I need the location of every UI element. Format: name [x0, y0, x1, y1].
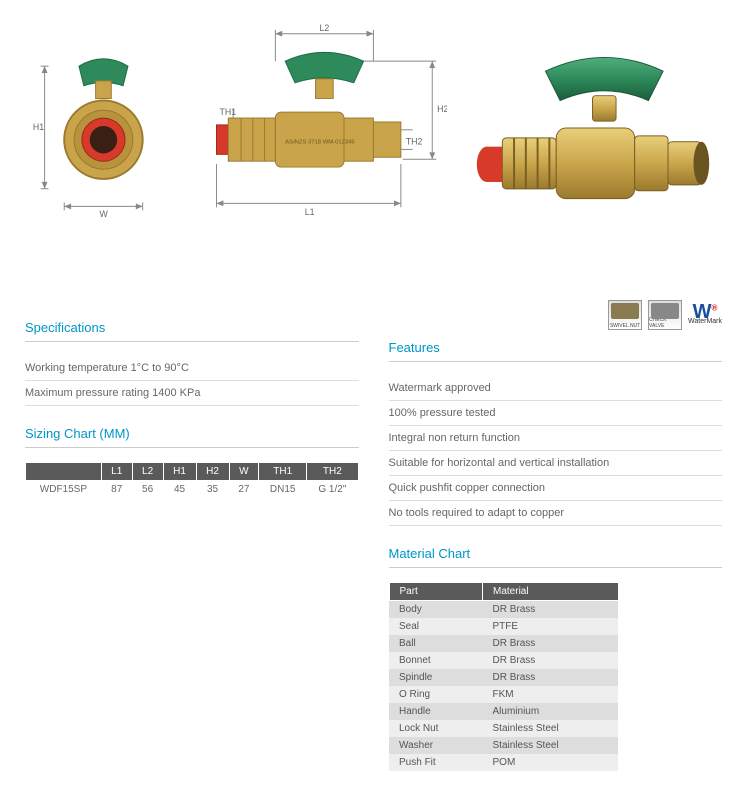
material-header: Material — [483, 583, 618, 601]
sizing-cell: 45 — [163, 481, 196, 499]
feature-line: Suitable for horizontal and vertical ins… — [389, 451, 723, 476]
feature-line: Watermark approved — [389, 376, 723, 401]
diagram-render — [467, 40, 722, 220]
material-cell: Handle — [389, 703, 483, 720]
svg-text:AS/NZS 3718 WM-012345: AS/NZS 3718 WM-012345 — [285, 140, 355, 146]
material-cell: Body — [389, 601, 483, 619]
table-row: SpindleDR Brass — [389, 669, 618, 686]
material-cell: PTFE — [483, 618, 618, 635]
material-cell: O Ring — [389, 686, 483, 703]
sizing-header: H2 — [196, 463, 229, 481]
feature-line: 100% pressure tested — [389, 401, 723, 426]
sizing-cell: 56 — [132, 481, 163, 499]
dim-h1: H1 — [33, 122, 44, 132]
sizing-header: TH1 — [259, 463, 307, 481]
feature-line: Integral non return function — [389, 426, 723, 451]
material-cell: Stainless Steel — [483, 720, 618, 737]
dim-th1: TH1 — [220, 107, 237, 117]
table-row: HandleAluminium — [389, 703, 618, 720]
material-cell: Push Fit — [389, 754, 483, 771]
diagram-side: L2 H2 AS/NZS 3718 WM-012345 TH1 TH2 — [192, 20, 447, 220]
badge-watermark: W® WaterMark — [688, 306, 722, 325]
material-cell: Washer — [389, 737, 483, 754]
table-row: Lock NutStainless Steel — [389, 720, 618, 737]
table-row: WDF15SP8756453527DN15G 1/2" — [26, 481, 359, 499]
material-cell: POM — [483, 754, 618, 771]
specifications-list: Working temperature 1°C to 90°CMaximum p… — [25, 356, 359, 406]
material-cell: DR Brass — [483, 635, 618, 652]
materials-title: Material Chart — [389, 546, 723, 568]
diagram-row: H1 W L2 H2 — [25, 20, 722, 220]
sizing-header: L2 — [132, 463, 163, 481]
sizing-header: W — [229, 463, 259, 481]
dim-th2: TH2 — [406, 137, 423, 147]
diagram-front: H1 W — [25, 30, 172, 220]
material-cell: Ball — [389, 635, 483, 652]
sizing-cell: 87 — [101, 481, 132, 499]
spec-line: Working temperature 1°C to 90°C — [25, 356, 359, 381]
sizing-title: Sizing Chart (MM) — [25, 426, 359, 448]
table-row: BonnetDR Brass — [389, 652, 618, 669]
badge-check: CHECK VALVE — [648, 300, 682, 330]
material-cell: DR Brass — [483, 669, 618, 686]
dim-l1: L1 — [305, 207, 315, 217]
material-table: PartMaterial BodyDR BrassSealPTFEBallDR … — [389, 582, 619, 771]
spec-line: Maximum pressure rating 1400 KPa — [25, 381, 359, 406]
material-cell: Aluminium — [483, 703, 618, 720]
dim-l2: L2 — [320, 23, 330, 33]
dim-w: W — [100, 209, 109, 219]
sizing-cell: G 1/2" — [307, 481, 358, 499]
table-row: Push FitPOM — [389, 754, 618, 771]
table-row: O RingFKM — [389, 686, 618, 703]
material-cell: FKM — [483, 686, 618, 703]
sizing-cell: WDF15SP — [26, 481, 102, 499]
sizing-header: H1 — [163, 463, 196, 481]
features-list: Watermark approved100% pressure testedIn… — [389, 376, 723, 526]
table-row: BodyDR Brass — [389, 601, 618, 619]
material-cell: DR Brass — [483, 601, 618, 619]
sizing-table: L1L2H1H2WTH1TH2 WDF15SP8756453527DN15G 1… — [25, 462, 359, 498]
sizing-header: L1 — [101, 463, 132, 481]
feature-line: No tools required to adapt to copper — [389, 501, 723, 526]
sizing-header — [26, 463, 102, 481]
badge-row: SWIVEL NUT CHECK VALVE W® WaterMark — [389, 300, 723, 330]
material-cell: DR Brass — [483, 652, 618, 669]
table-row: WasherStainless Steel — [389, 737, 618, 754]
table-row: BallDR Brass — [389, 635, 618, 652]
material-cell: Stainless Steel — [483, 737, 618, 754]
material-cell: Spindle — [389, 669, 483, 686]
feature-line: Quick pushfit copper connection — [389, 476, 723, 501]
badge-swivel-label: SWIVEL NUT — [610, 323, 640, 329]
badge-swivel: SWIVEL NUT — [608, 300, 642, 330]
dim-h2: H2 — [437, 104, 447, 114]
sizing-header: TH2 — [307, 463, 358, 481]
material-cell: Seal — [389, 618, 483, 635]
features-title: Features — [389, 340, 723, 362]
material-header: Part — [389, 583, 483, 601]
specifications-title: Specifications — [25, 320, 359, 342]
material-cell: Lock Nut — [389, 720, 483, 737]
sizing-cell: 27 — [229, 481, 259, 499]
sizing-cell: 35 — [196, 481, 229, 499]
sizing-cell: DN15 — [259, 481, 307, 499]
table-row: SealPTFE — [389, 618, 618, 635]
badge-watermark-label: WaterMark — [688, 318, 722, 325]
material-cell: Bonnet — [389, 652, 483, 669]
